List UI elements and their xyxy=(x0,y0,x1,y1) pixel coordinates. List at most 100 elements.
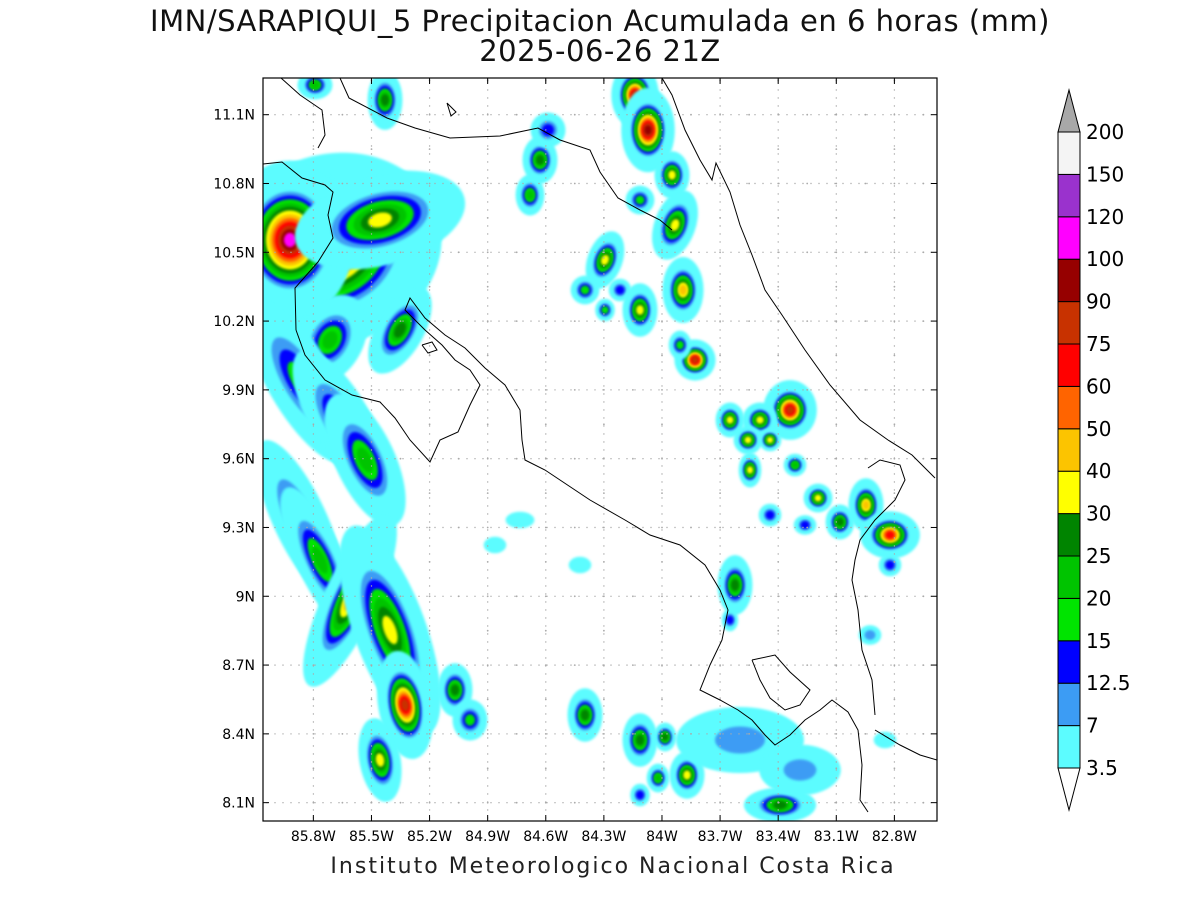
grid-dot xyxy=(538,733,540,735)
grid-dot xyxy=(522,733,524,735)
grid-dot xyxy=(487,777,489,779)
grid-dot xyxy=(835,389,838,391)
grid-dot xyxy=(402,320,404,322)
grid-dot xyxy=(434,182,436,185)
grid-dot xyxy=(706,182,708,185)
grid-dot xyxy=(312,449,315,451)
grid-dot xyxy=(661,761,663,763)
grid-dot xyxy=(777,409,779,411)
grid-dot xyxy=(714,802,716,804)
grid-dot xyxy=(312,767,315,770)
grid-dot xyxy=(661,473,663,475)
grid-dot xyxy=(487,561,489,563)
grid-dot xyxy=(661,153,663,155)
colorbar-swatch xyxy=(1057,428,1081,472)
grid-dot xyxy=(312,529,315,531)
grid-dot xyxy=(818,389,820,391)
grid-dot xyxy=(842,389,844,391)
grid-dot xyxy=(410,733,412,735)
grid-dot xyxy=(428,545,431,547)
grid-dot xyxy=(515,251,518,254)
grid-dot xyxy=(274,595,276,597)
grid-dot xyxy=(674,114,676,116)
grid-dot xyxy=(835,209,837,211)
grid-dot xyxy=(410,182,412,185)
grid-dot xyxy=(570,733,572,735)
grid-dot xyxy=(312,593,315,595)
grid-dot xyxy=(719,449,721,451)
grid-dot xyxy=(835,729,837,731)
grid-dot xyxy=(594,733,596,735)
grid-dot xyxy=(842,664,844,666)
colorbar-label: 25 xyxy=(1086,544,1111,568)
grid-dot xyxy=(545,473,547,475)
grid-dot xyxy=(719,182,721,185)
grid-dot xyxy=(602,595,604,597)
grid-dot xyxy=(634,320,636,322)
grid-dot xyxy=(893,137,896,139)
grid-dot xyxy=(290,733,292,735)
grid-dot xyxy=(890,389,892,391)
grid-dot xyxy=(603,313,605,315)
grid-dot xyxy=(538,320,540,322)
grid-dot xyxy=(346,320,348,322)
grid-dot xyxy=(835,593,837,595)
grid-dot xyxy=(719,697,721,699)
grid-dot xyxy=(545,129,547,131)
grid-dot xyxy=(661,313,663,315)
grid-dot xyxy=(428,377,431,379)
grid-dot xyxy=(298,664,300,666)
grid-dot xyxy=(835,801,837,803)
grid-dot xyxy=(530,458,532,460)
grid-dot xyxy=(402,458,404,460)
grid-dot xyxy=(618,458,620,460)
grid-dot xyxy=(370,681,373,683)
grid-dot xyxy=(514,458,516,460)
grid-dot xyxy=(428,729,431,731)
precip-contour-fill xyxy=(644,125,652,135)
grid-dot xyxy=(719,497,721,499)
grid-dot xyxy=(370,673,373,675)
grid-dot xyxy=(835,281,837,283)
grid-dot xyxy=(835,241,837,243)
grid-dot xyxy=(354,733,356,735)
grid-dot xyxy=(545,697,547,699)
grid-dot xyxy=(274,114,276,116)
grid-dot xyxy=(818,526,820,529)
grid-dot xyxy=(661,209,663,211)
grid-dot xyxy=(458,182,460,185)
grid-dot xyxy=(428,161,431,163)
grid-dot xyxy=(882,114,884,116)
grid-dot xyxy=(794,733,796,735)
grid-dot xyxy=(603,425,605,427)
lon-tick-label: 84.9W xyxy=(465,829,510,845)
grid-dot xyxy=(661,105,663,107)
grid-dot xyxy=(410,458,412,460)
grid-dot xyxy=(777,729,779,731)
grid-dot xyxy=(893,537,896,539)
grid-dot xyxy=(354,595,356,597)
grid-dot xyxy=(410,251,412,253)
grid-dot xyxy=(370,713,373,715)
grid-dot xyxy=(858,320,860,322)
grid-dot xyxy=(487,209,489,211)
grid-dot xyxy=(730,389,732,391)
grid-dot xyxy=(893,529,896,531)
grid-dot xyxy=(545,529,547,531)
grid-dot xyxy=(777,489,779,491)
grid-dot xyxy=(554,595,556,597)
grid-dot xyxy=(530,802,532,804)
grid-dot xyxy=(370,257,373,259)
grid-dot xyxy=(754,595,756,597)
grid-dot xyxy=(650,320,652,322)
grid-dot xyxy=(466,458,468,460)
grid-dot xyxy=(777,297,779,299)
grid-dot xyxy=(603,673,605,675)
grid-dot xyxy=(487,521,489,523)
grid-dot xyxy=(603,353,605,355)
grid-dot xyxy=(487,553,489,555)
grid-dot xyxy=(661,617,663,619)
grid-dot xyxy=(682,802,684,804)
grid-dot xyxy=(312,353,315,355)
grid-dot xyxy=(893,761,896,763)
